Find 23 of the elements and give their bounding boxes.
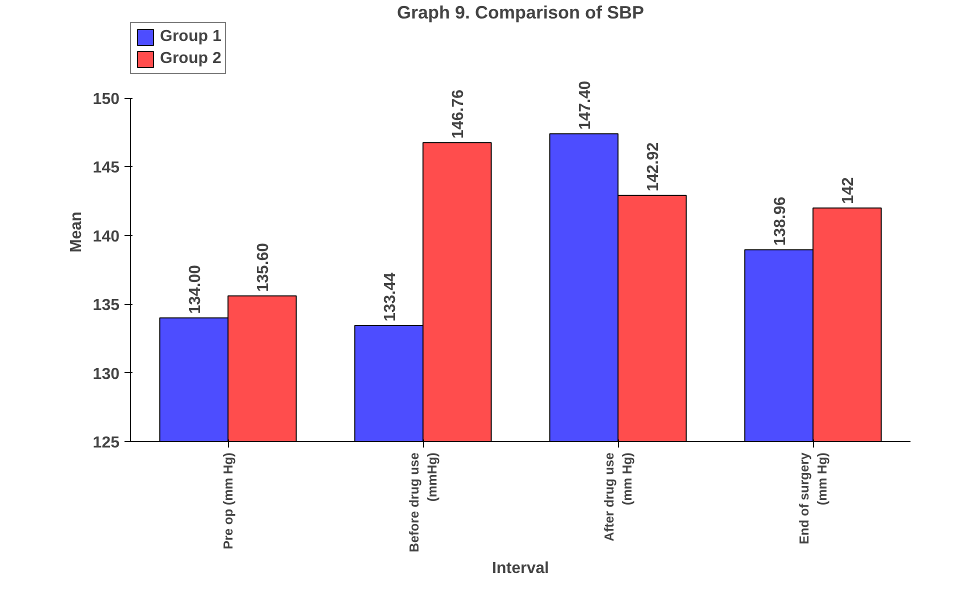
data-label: 133.44 (382, 272, 399, 322)
x-tick-label: Pre op (mm Hg) (220, 452, 236, 550)
data-label: 134.00 (186, 264, 204, 314)
data-label: 142.92 (645, 142, 662, 192)
chart-title: Graph 9. Comparison of SBP (396, 2, 644, 22)
y-tick-label: 125 (92, 434, 120, 452)
y-tick-label: 140 (92, 228, 120, 246)
y-tick-label: 130 (92, 366, 120, 383)
data-label: 147.40 (576, 80, 594, 130)
x-tick-label: End of surgery (mm Hg) (796, 452, 830, 544)
x-tick-label: Before drug use (mmHg) (406, 452, 440, 552)
data-label: 146.76 (450, 90, 468, 139)
x-tick-label: After drug use (mm Hg) (602, 452, 634, 542)
y-tick-label: 145 (92, 160, 120, 177)
legend-label: Group 1 (160, 28, 222, 46)
y-axis-title: Mean (68, 212, 85, 252)
x-axis-title: Interval (492, 560, 549, 578)
y-tick-label: 135 (92, 297, 120, 314)
data-label: 135.60 (255, 242, 272, 292)
data-label: 138.96 (772, 196, 789, 246)
data-label: 142 (840, 177, 858, 204)
legend-label: Group 2 (160, 50, 222, 68)
y-tick-label: 150 (92, 91, 120, 108)
